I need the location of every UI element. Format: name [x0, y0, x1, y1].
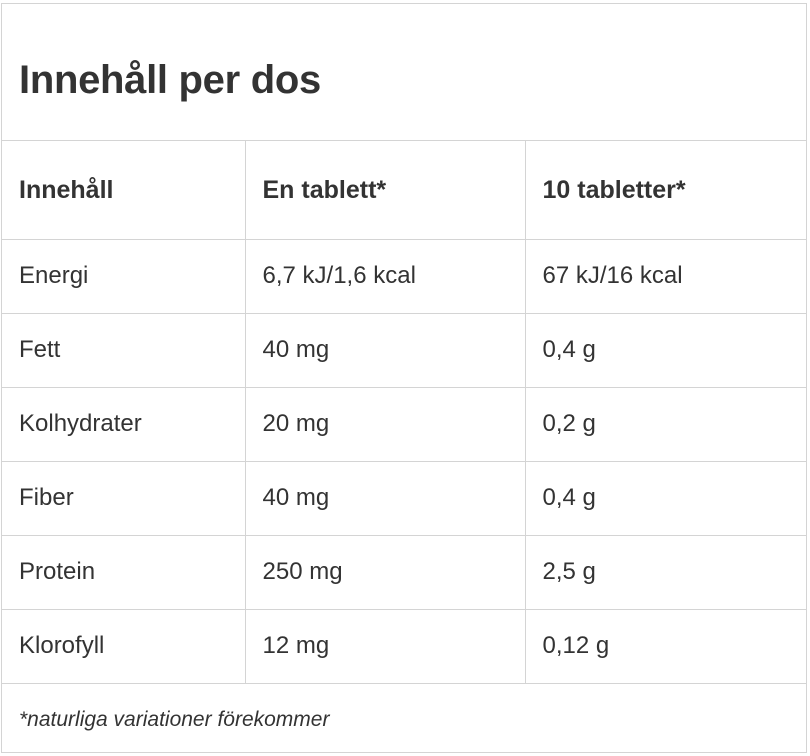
table-row: Kolhydrater 20 mg 0,2 g [2, 387, 806, 462]
cell-ten-tablets: 0,12 g [525, 609, 806, 684]
table-row: Energi 6,7 kJ/1,6 kcal 67 kJ/16 kcal [2, 239, 806, 314]
footnote: *naturliga variationer förekommer [19, 707, 330, 731]
table-header-row: Innehåll En tablett* 10 tabletter* [2, 141, 806, 240]
nutrition-table-container: Innehåll per dos Innehåll En tablett* 10… [1, 3, 807, 753]
cell-ten-tablets: 0,4 g [525, 461, 806, 536]
nutrition-table: Innehåll En tablett* 10 tabletter* Energ… [2, 141, 806, 684]
cell-nutrient: Protein [2, 535, 246, 610]
cell-nutrient: Kolhydrater [2, 387, 246, 462]
cell-one-tablet: 40 mg [245, 461, 526, 536]
cell-one-tablet: 250 mg [245, 535, 526, 610]
title-cell: Innehåll per dos [2, 4, 806, 141]
column-header-ten-tablets: 10 tabletter* [525, 141, 806, 240]
cell-one-tablet: 6,7 kJ/1,6 kcal [245, 239, 526, 314]
column-header-content: Innehåll [2, 141, 246, 240]
cell-nutrient: Fiber [2, 461, 246, 536]
table-row: Fett 40 mg 0,4 g [2, 313, 806, 388]
cell-ten-tablets: 2,5 g [525, 535, 806, 610]
cell-one-tablet: 40 mg [245, 313, 526, 388]
cell-nutrient: Energi [2, 239, 246, 314]
cell-ten-tablets: 0,2 g [525, 387, 806, 462]
column-header-one-tablet: En tablett* [245, 141, 526, 240]
page-title: Innehåll per dos [19, 57, 321, 102]
cell-nutrient: Klorofyll [2, 609, 246, 684]
cell-one-tablet: 20 mg [245, 387, 526, 462]
table-row: Fiber 40 mg 0,4 g [2, 461, 806, 536]
cell-ten-tablets: 67 kJ/16 kcal [525, 239, 806, 314]
table-row: Protein 250 mg 2,5 g [2, 535, 806, 610]
table-row: Klorofyll 12 mg 0,12 g [2, 609, 806, 684]
cell-ten-tablets: 0,4 g [525, 313, 806, 388]
cell-nutrient: Fett [2, 313, 246, 388]
cell-one-tablet: 12 mg [245, 609, 526, 684]
